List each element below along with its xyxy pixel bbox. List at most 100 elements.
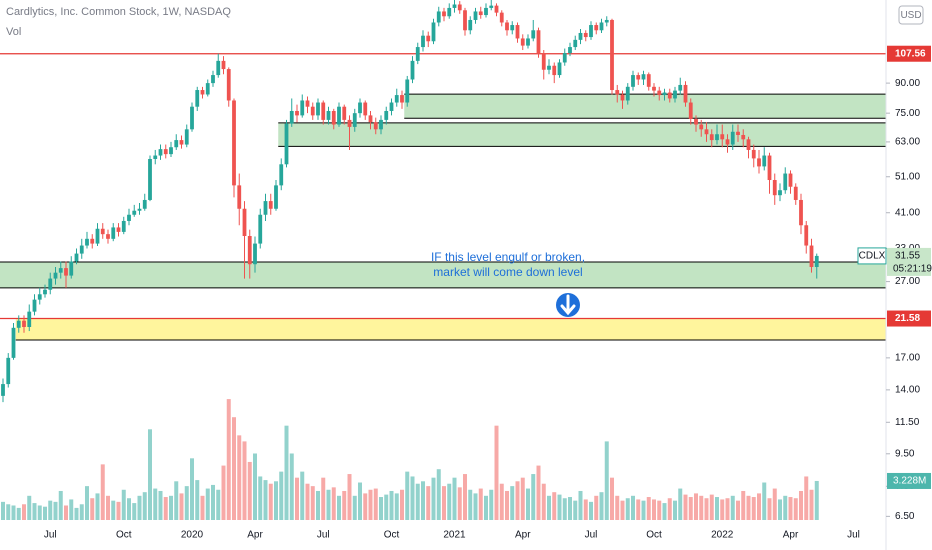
candle-body: [694, 118, 698, 125]
volume-bar: [741, 490, 746, 520]
volume-bar: [279, 471, 284, 520]
countdown: 05:21:19: [893, 264, 932, 275]
candle-body: [526, 38, 530, 46]
candle-body: [683, 84, 688, 103]
volume-bar: [799, 490, 803, 520]
volume-bar: [478, 488, 483, 520]
candle-body: [415, 47, 420, 61]
volume-bar: [667, 498, 672, 520]
chart-title: Cardlytics, Inc. Common Stock, 1W, NASDA…: [6, 6, 231, 18]
candle-body: [489, 5, 494, 8]
candle-body: [720, 134, 725, 140]
candle-body: [536, 30, 541, 54]
volume-label-box: [887, 472, 931, 489]
candle-body: [90, 238, 95, 244]
symbol-box: [857, 247, 887, 265]
volume-bar: [53, 501, 58, 520]
price-label: 21.58: [895, 313, 920, 324]
candle-body: [457, 4, 462, 11]
candle-body: [436, 11, 441, 23]
candle-body: [200, 90, 205, 95]
candle-body: [667, 92, 672, 99]
candle-body: [599, 22, 604, 31]
candle-body: [232, 100, 236, 186]
volume-bar: [111, 500, 116, 520]
volume-bar: [484, 495, 488, 520]
candle-body: [16, 320, 21, 328]
volume-bar: [316, 490, 320, 520]
candle-body: [400, 95, 404, 103]
candle-body: [583, 32, 588, 38]
y-tick-label: 27.00: [895, 276, 920, 287]
volume-bar: [179, 493, 184, 520]
volume-bar: [121, 489, 126, 520]
candle-body: [636, 75, 641, 80]
candle-body: [783, 173, 788, 191]
candle-body: [331, 110, 336, 125]
x-tick-label: Apr: [515, 530, 531, 541]
volume-bar: [557, 494, 562, 520]
y-tick-label: 75.00: [895, 108, 920, 119]
candle-body: [121, 220, 126, 232]
y-tick-label: 6.50: [895, 511, 915, 522]
volume-bar: [289, 453, 294, 520]
volume-bar: [452, 477, 457, 520]
candle-body: [153, 155, 158, 159]
volume-bar: [169, 495, 173, 520]
volume-bar: [405, 471, 410, 520]
candle-body: [646, 74, 651, 87]
candle-body: [494, 5, 499, 13]
candle-body: [631, 75, 635, 87]
volume-bar: [583, 499, 588, 520]
volume-bar: [568, 497, 572, 520]
candle-body: [662, 92, 667, 96]
candle-body: [499, 12, 504, 23]
volume-bar: [736, 500, 740, 520]
candle-body: [242, 208, 247, 237]
x-tick-label: Oct: [646, 530, 662, 541]
candle-body: [625, 86, 630, 101]
volume-bar: [106, 495, 110, 520]
volume-bar: [746, 495, 751, 520]
volume-bar: [447, 483, 452, 520]
symbol-label: CDLX: [859, 251, 886, 262]
volume-bar: [342, 490, 347, 520]
candle-body: [410, 60, 415, 80]
candle-body: [316, 102, 320, 116]
candle-body: [778, 190, 782, 196]
candle-body: [573, 39, 578, 48]
volume-bar: [573, 500, 578, 520]
candle-body: [736, 131, 740, 135]
candle-body: [442, 11, 446, 17]
volume-bar: [174, 481, 179, 520]
volume-bar: [662, 503, 667, 520]
volume-bar: [536, 465, 541, 520]
volume-bar: [709, 494, 714, 520]
y-tick-label: 14.00: [895, 385, 920, 396]
volume-bar: [232, 417, 236, 520]
candle-body: [709, 134, 714, 141]
x-tick-label: Apr: [247, 530, 263, 541]
volume-title: Vol: [6, 26, 21, 38]
volume-bar: [158, 490, 163, 520]
candle-body: [767, 155, 772, 181]
candle-body: [704, 129, 709, 135]
candle-body: [116, 227, 121, 232]
down-arrow: [560, 294, 576, 316]
zone: [404, 94, 886, 119]
volume-bar: [337, 495, 341, 520]
volume-bar: [300, 471, 305, 520]
volume-bar: [389, 490, 394, 520]
candle-body: [174, 140, 179, 148]
candle-body: [520, 38, 525, 46]
volume-bar: [221, 465, 226, 520]
volume-bar: [163, 497, 168, 520]
candle-body: [43, 289, 47, 295]
volume-bar: [127, 498, 131, 520]
volume-bar: [694, 493, 698, 520]
x-tick-label: Jul: [317, 530, 330, 541]
candle-body: [32, 299, 37, 312]
candle-body: [247, 236, 252, 265]
candle-body: [211, 75, 215, 84]
annotation: market will come down level: [433, 265, 582, 279]
